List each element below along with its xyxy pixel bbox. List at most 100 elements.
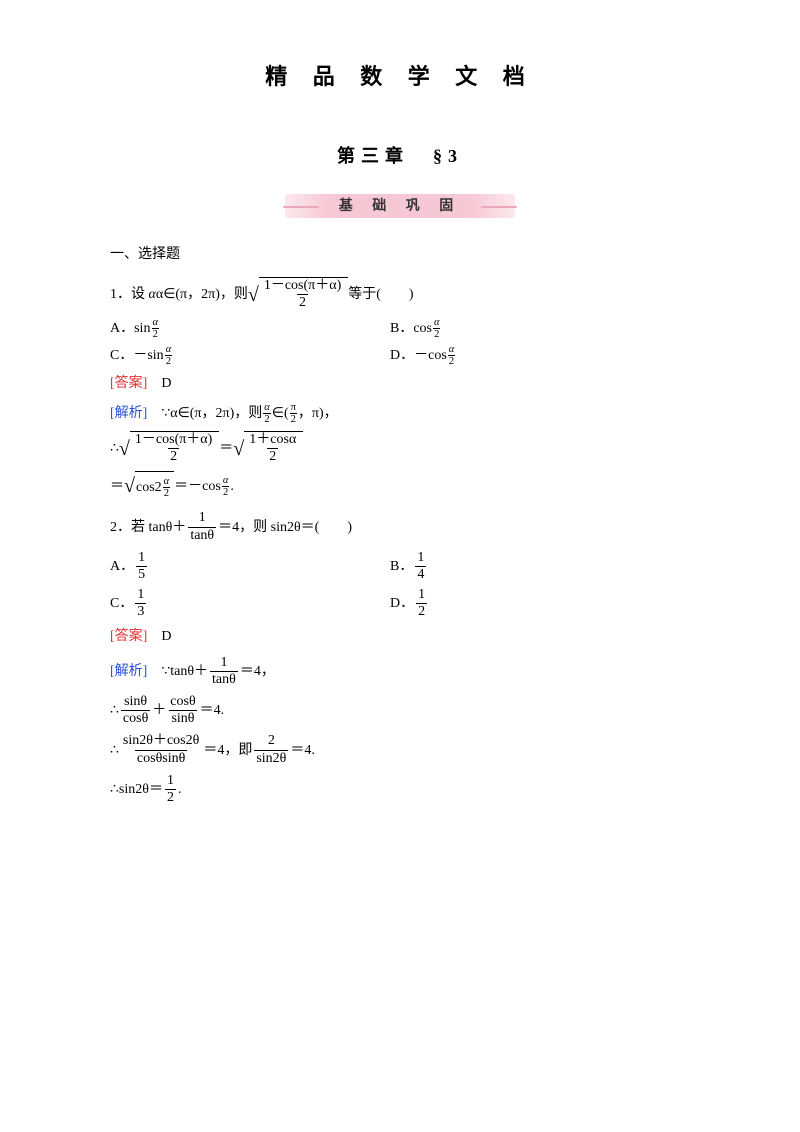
q2-analysis-l2: ∴ sinθ cosθ ＋ cosθ sinθ ＝4. [110, 694, 690, 727]
q1-ana-period: . [230, 476, 234, 497]
q1-a-den: 2 [152, 328, 159, 340]
q1-d-num: α [448, 344, 456, 355]
q2-opt-d-frac: 1 2 [416, 587, 427, 620]
answer-label: [答案] [110, 373, 147, 394]
hp-num: π [290, 402, 297, 413]
q2-mid: ＝4，则 sin2θ＝( ) [218, 517, 352, 538]
q1-ana-f2-num: 1＋cosα [247, 432, 298, 448]
q1-ana-f1-num: 1－cos(π＋α) [133, 432, 214, 448]
q2-tan-frac: 1 tanθ [188, 510, 216, 543]
q2-analysis-l1: [解析] ∵tanθ＋ 1 tanθ ＝4， [110, 655, 690, 688]
q1-ana-rad2: 1＋cosα 2 [244, 431, 303, 465]
q2-opt-a: A． 1 5 [110, 550, 390, 583]
q1-in: α∈(π，2π)，则 [156, 284, 248, 305]
q2-opt-d-text: D． [390, 593, 414, 614]
q1-c-den: 2 [165, 355, 172, 367]
half-pi: π 2 [290, 402, 297, 425]
ha-den: 2 [263, 413, 270, 425]
q2-answer-text: D [161, 626, 171, 647]
q2-ana-l2-plus: ＋ [152, 700, 166, 721]
q1-ana-sqrt2: √ 1＋cosα 2 [233, 431, 303, 465]
chapter-title: 第三章 §3 [110, 143, 690, 170]
doc-title: 精 品 数 学 文 档 [110, 60, 690, 93]
q1-ana-f1-den: 2 [168, 448, 179, 465]
q2-d-den: 2 [416, 603, 427, 620]
q1-sqrt: √ 1－cos(π＋α) 2 [248, 277, 348, 311]
half-alpha: α 2 [263, 402, 271, 425]
q1-opt-c-text: C．－sin [110, 345, 164, 366]
q1-ana-l1-mid: ，π)， [298, 403, 338, 424]
q2-tan-num: 1 [197, 510, 208, 526]
q2-options-row1: A． 1 5 B． 1 4 [110, 550, 690, 583]
q2-tan-den: tanθ [188, 527, 216, 544]
q2-opt-a-frac: 1 5 [136, 550, 147, 583]
q2-analysis-l4: ∴sin2θ＝ 1 2 . [110, 773, 690, 806]
q2-opt-b: B． 1 4 [390, 550, 670, 583]
q2-l3-f1-den: cosθsinθ [135, 750, 187, 767]
q2-l4-num: 1 [165, 773, 176, 789]
spacer [147, 403, 161, 424]
q2-a-num: 1 [136, 550, 147, 566]
q2-opt-c-frac: 1 3 [135, 587, 146, 620]
q1-answer-text: D [161, 373, 171, 394]
q1-d-den: 2 [448, 355, 455, 367]
q2-opt-d: D． 1 2 [390, 587, 670, 620]
q2-l2-f1-den: cosθ [121, 710, 150, 727]
q1-frac-den: 2 [297, 294, 308, 311]
q2-b-den: 4 [415, 566, 426, 583]
q1-opt-a-text: A．sin [110, 318, 150, 339]
q1-frac-num: 1－cos(π＋α) [262, 278, 343, 294]
q1-ana-l2-eq: ＝ [219, 438, 233, 459]
ha2-den: 2 [163, 487, 170, 499]
q2-ana-l2-post: ＝4. [200, 700, 225, 721]
q2-opt-c: C． 1 3 [110, 587, 390, 620]
q1-options-row2: C．－sin α 2 D．－cos α 2 [110, 344, 690, 367]
q2-ana-l3-pre: ∴ [110, 740, 119, 761]
q1-ana-sqrt1: √ 1－cos(π＋α) 2 [119, 431, 219, 465]
heading-choice: 一、选择题 [110, 244, 690, 265]
q2-l2-f2-num: cosθ [168, 694, 197, 710]
half-alpha-2: α 2 [163, 476, 171, 499]
q2-ana-l4-pre: ∴sin2θ＝ [110, 779, 163, 800]
q1-b-den: 2 [433, 328, 440, 340]
q1-ana-cos2: cos2 [136, 477, 162, 498]
q2-ana-l3-f1: sin2θ＋cos2θ cosθsinθ [121, 733, 201, 766]
q2-l3-f1-num: sin2θ＋cos2θ [121, 733, 201, 749]
q1-ana-l1-in: ∈( [272, 403, 289, 424]
q2-ana-l2-f2: cosθ sinθ [168, 694, 197, 727]
q1-answer-value [147, 373, 161, 394]
q1-opt-b-frac: α 2 [433, 317, 441, 340]
q1-ana-rad1: 1－cos(π＋α) 2 [130, 431, 219, 465]
q2-ana-l1-pre: ∵tanθ＋ [161, 661, 208, 682]
spacer [147, 626, 161, 647]
q1-opt-a: A．sin α 2 [110, 317, 390, 340]
q2-l2-f1-num: sinθ [122, 694, 149, 710]
radical-icon: √ [248, 277, 259, 311]
q2-opt-c-text: C． [110, 593, 133, 614]
analysis-label: [解析] [110, 403, 147, 424]
q1-post: 等于( ) [348, 284, 413, 305]
q2-opt-b-text: B． [390, 556, 413, 577]
q2-ana-l4-frac: 1 2 [165, 773, 176, 806]
q2-ana-l1-num: 1 [218, 655, 229, 671]
q1-ana-l1-pre: ∵α∈(π，2π)，则 [161, 403, 262, 424]
q1-b-num: α [433, 317, 441, 328]
q1-ana-l3-eq: ＝ [110, 476, 124, 497]
q2-answer: [答案] D [110, 626, 690, 647]
q2-pre: 2．若 tanθ＋ [110, 517, 186, 538]
q2-l3-f2-num: 2 [266, 733, 277, 749]
q1-opt-d-text: D．－cos [390, 345, 447, 366]
spacer [147, 661, 161, 682]
q2-ana-l3-post: ＝4. [290, 740, 315, 761]
q2-c-num: 1 [135, 587, 146, 603]
banner-inner: 基 础 巩 固 [285, 194, 515, 218]
ha-num: α [263, 402, 271, 413]
section-banner: 基 础 巩 固 [110, 194, 690, 218]
q1-ana-frac2: 1＋cosα 2 [247, 432, 298, 465]
q2-ana-l1-den: tanθ [210, 671, 238, 688]
q1-ana-f2-den: 2 [267, 448, 278, 465]
q1-ana-neg: －cos [188, 476, 221, 497]
q1-analysis-l3: ＝ √ cos2 α 2 ＝ －cos α 2 . [110, 471, 690, 502]
q1-opt-d: D．－cos α 2 [390, 344, 670, 367]
q1-ana-l3-eq2: ＝ [174, 476, 188, 497]
